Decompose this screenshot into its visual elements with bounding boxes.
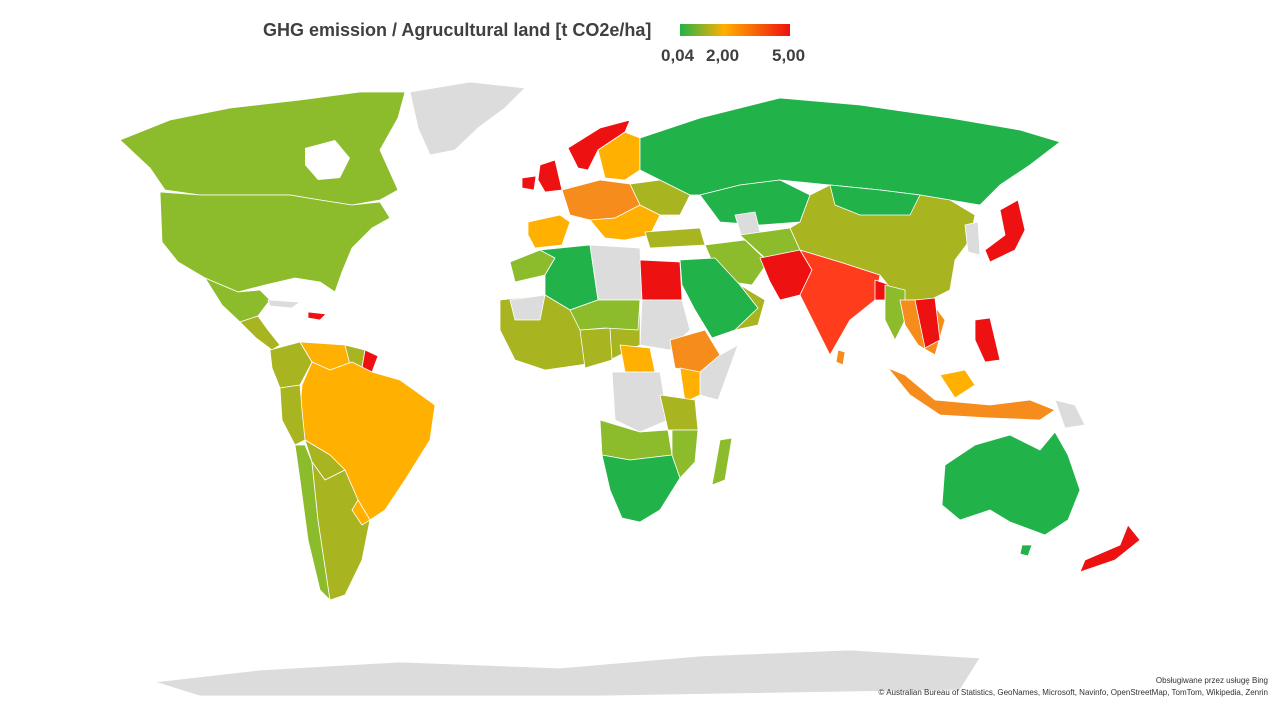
region-turkey [644,227,706,249]
region-papua [1054,399,1086,429]
region-uk [537,159,563,193]
region-argentina [311,461,371,601]
region-egypt [639,259,683,301]
region-nigeria [579,327,613,369]
region-mozambique [671,429,699,479]
map-attribution: Obsługiwane przez usługę Bing © Australi… [879,675,1268,699]
region-japan [984,199,1026,263]
world-choropleth-map[interactable] [0,70,1280,707]
region-philippines [974,317,1001,363]
region-australia [941,431,1081,536]
region-antarctica [154,649,981,697]
region-south-sudan [619,344,656,373]
region-kenya [679,367,701,403]
attribution-text: © Australian Bureau of Statistics, GeoNa… [878,688,1268,697]
region-uruguay [351,499,371,526]
legend-gradient-bar [680,24,790,36]
powered-by-text: Obsługiwane przez usługę Bing [1155,676,1268,685]
region-indonesia [887,367,1056,421]
region-central-america [239,315,281,351]
region-ireland [521,175,537,191]
region-usa [159,191,391,293]
legend-mid-label: 2,00 [706,46,740,65]
region-tanzania [659,394,699,431]
region-somalia [699,344,739,401]
region-madagascar [711,437,733,486]
legend-max-label: 5,00 [772,46,806,65]
region-sahara [509,294,546,321]
region-yemen-oman [734,284,766,331]
region-tasmania [1019,544,1033,557]
region-drc [611,371,669,433]
region-libya [589,244,643,301]
region-korea [964,221,981,256]
region-southern-africa [601,454,681,523]
region-sri-lanka [835,349,846,366]
region-myanmar [884,284,906,341]
region-italy-balkans [589,204,661,241]
region-mexico [204,277,271,323]
region-hispaniola [307,311,327,321]
region-chad-niger [569,299,641,331]
region-new-zealand [1079,524,1141,573]
region-cambodia [914,297,941,349]
legend-min-label: 0,04 [661,46,695,65]
region-iberia [527,214,571,249]
map-title: GHG emission / Agrucultural land [t CO2e… [263,20,652,40]
region-canada [119,91,406,206]
region-greenland [409,81,526,156]
region-malaysia [939,369,976,399]
region-caribbean [267,299,301,309]
region-mongolia [829,184,921,216]
